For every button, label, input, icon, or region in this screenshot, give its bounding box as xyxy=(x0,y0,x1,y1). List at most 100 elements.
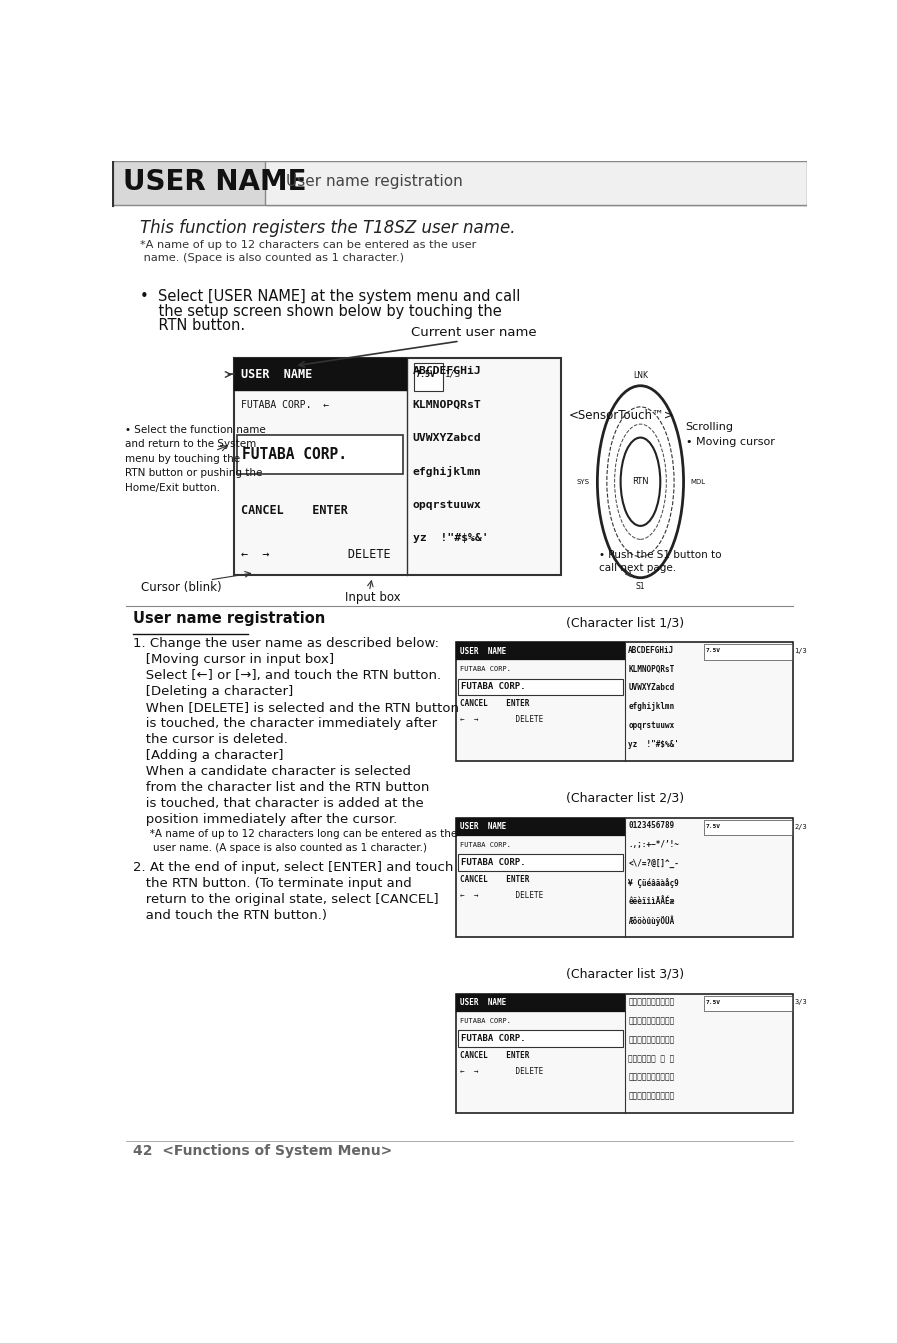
Text: SYS: SYS xyxy=(576,478,589,485)
Text: USER NAME: USER NAME xyxy=(123,168,306,196)
Text: User name registration: User name registration xyxy=(133,611,326,626)
Text: ←  →        DELETE: ← → DELETE xyxy=(459,1068,543,1076)
Text: efghijklmn: efghijklmn xyxy=(628,702,675,712)
Text: ラリルレロワン・ーー: ラリルレロワン・ーー xyxy=(628,1073,675,1081)
Text: KLMNOPQRsT: KLMNOPQRsT xyxy=(628,665,675,674)
Text: (Character list 2/3): (Character list 2/3) xyxy=(566,792,684,804)
Text: ÆôöòûùÿÖÜÂ: ÆôöòûùÿÖÜÂ xyxy=(628,915,675,925)
Text: • Select the function name: • Select the function name xyxy=(125,424,266,435)
Text: FUTABA CORP.: FUTABA CORP. xyxy=(461,858,526,868)
Text: (Character list 1/3): (Character list 1/3) xyxy=(566,616,684,629)
Text: アイウエオカキクケコ: アイウエオカキクケコ xyxy=(628,998,675,1006)
Text: CANCEL    ENTER: CANCEL ENTER xyxy=(459,700,529,708)
Text: USER  NAME: USER NAME xyxy=(240,368,312,381)
Bar xyxy=(458,678,623,696)
Text: RTN button or pushing the: RTN button or pushing the xyxy=(125,469,262,478)
Text: <\/=?@[]^_-: <\/=?@[]^_- xyxy=(628,860,679,868)
Bar xyxy=(457,818,793,937)
Text: 2. At the end of input, select [ENTER] and touch: 2. At the end of input, select [ENTER] a… xyxy=(133,861,453,874)
Text: ナニヌネノハヒフヘホ: ナニヌネノハヒフヘホ xyxy=(628,1035,675,1044)
Bar xyxy=(237,435,404,474)
Text: 7.5V: 7.5V xyxy=(706,825,720,829)
Text: Current user name: Current user name xyxy=(411,326,536,338)
Bar xyxy=(457,642,625,661)
Text: [Adding a character]: [Adding a character] xyxy=(133,749,283,761)
Text: menu by touching the: menu by touching the xyxy=(125,454,239,463)
Text: UVWXYZabcd: UVWXYZabcd xyxy=(413,432,482,443)
Text: 0123456789: 0123456789 xyxy=(628,822,675,830)
Text: opqrstuuwx: opqrstuuwx xyxy=(628,721,675,731)
Text: <SensorTouch™>: <SensorTouch™> xyxy=(569,410,675,422)
Bar xyxy=(457,994,625,1011)
Bar xyxy=(112,161,807,204)
Text: USER  NAME: USER NAME xyxy=(459,998,506,1007)
Text: and return to the System: and return to the System xyxy=(125,439,256,450)
Bar xyxy=(457,994,793,1112)
Text: USER  NAME: USER NAME xyxy=(459,647,506,655)
Text: FUTABA CORP.: FUTABA CORP. xyxy=(242,447,347,462)
Text: マミムメモヤ ユ ヨ: マミムメモヤ ユ ヨ xyxy=(628,1054,675,1062)
Text: (Character list 3/3): (Character list 3/3) xyxy=(566,968,684,980)
Text: CANCEL    ENTER: CANCEL ENTER xyxy=(459,876,529,884)
Text: CANCEL    ENTER: CANCEL ENTER xyxy=(459,1052,529,1060)
Text: Scrolling: Scrolling xyxy=(685,422,734,431)
Text: the cursor is deleted.: the cursor is deleted. xyxy=(133,733,288,745)
Bar xyxy=(704,995,792,1011)
Text: [Deleting a character]: [Deleting a character] xyxy=(133,685,293,698)
Text: ABCDEFGHiJ: ABCDEFGHiJ xyxy=(628,646,675,654)
Text: from the character list and the RTN button: from the character list and the RTN butt… xyxy=(133,782,430,794)
Text: FUTABA CORP.: FUTABA CORP. xyxy=(461,682,526,692)
Text: This function registers the T18SZ user name.: This function registers the T18SZ user n… xyxy=(140,219,516,238)
Text: FUTABA CORP.  ←: FUTABA CORP. ← xyxy=(240,400,329,411)
Text: RTN: RTN xyxy=(632,477,649,486)
Text: •  Select [USER NAME] at the system menu and call: • Select [USER NAME] at the system menu … xyxy=(140,289,520,305)
Text: 2/3: 2/3 xyxy=(794,823,806,830)
Text: ←  →        DELETE: ← → DELETE xyxy=(459,716,543,724)
Text: yz  !"#$%&': yz !"#$%&' xyxy=(628,740,679,749)
Bar xyxy=(704,645,792,659)
Text: • Push the S1 button to: • Push the S1 button to xyxy=(598,551,721,560)
Text: .,;:+−*/’!~: .,;:+−*/’!~ xyxy=(628,841,679,849)
Text: 1/3: 1/3 xyxy=(445,369,461,379)
Text: • Moving cursor: • Moving cursor xyxy=(685,438,774,447)
Text: When a candidate character is selected: When a candidate character is selected xyxy=(133,766,411,778)
Text: ABCDEFGHiJ: ABCDEFGHiJ xyxy=(413,367,482,376)
Text: RTN button.: RTN button. xyxy=(140,318,245,333)
Text: MDL: MDL xyxy=(691,478,706,485)
Text: 42  <Functions of System Menu>: 42 <Functions of System Menu> xyxy=(133,1144,392,1158)
Text: USER  NAME: USER NAME xyxy=(459,822,506,831)
Text: 7.5V: 7.5V xyxy=(706,649,720,653)
Text: Cursor (blink): Cursor (blink) xyxy=(142,582,222,594)
Text: User name registration: User name registration xyxy=(286,175,463,189)
Text: FUTABA CORP.: FUTABA CORP. xyxy=(461,1034,526,1044)
Text: FUTABA CORP.: FUTABA CORP. xyxy=(459,842,510,849)
Text: êëèïîìÄÅÉæ: êëèïîìÄÅÉæ xyxy=(628,897,675,907)
Text: 1/3: 1/3 xyxy=(794,647,806,654)
Text: efghijklmn: efghijklmn xyxy=(413,466,482,477)
Text: 7.5V: 7.5V xyxy=(415,369,435,379)
Text: 7.5V: 7.5V xyxy=(706,1001,720,1005)
Text: When [DELETE] is selected and the RTN button: When [DELETE] is selected and the RTN bu… xyxy=(133,701,459,714)
Text: yz  !"#$%&': yz !"#$%&' xyxy=(413,533,488,543)
Text: ァィウェオャュョッー: ァィウェオャュョッー xyxy=(628,1092,675,1101)
Text: LNK: LNK xyxy=(633,371,648,380)
Text: the RTN button. (To terminate input and: the RTN button. (To terminate input and xyxy=(133,877,412,890)
Text: FUTABA CORP.: FUTABA CORP. xyxy=(459,1018,510,1025)
Ellipse shape xyxy=(621,438,660,526)
Text: position immediately after the cursor.: position immediately after the cursor. xyxy=(133,813,397,826)
Text: [Moving cursor in input box]: [Moving cursor in input box] xyxy=(133,653,334,666)
Bar xyxy=(457,642,793,761)
Text: サシスセタチッテトト: サシスセタチッテトト xyxy=(628,1017,675,1025)
Text: CANCEL    ENTER: CANCEL ENTER xyxy=(240,504,348,517)
Text: FUTABA CORP.: FUTABA CORP. xyxy=(459,666,510,673)
Text: the setup screen shown below by touching the: the setup screen shown below by touching… xyxy=(140,304,501,318)
Bar xyxy=(458,1030,623,1046)
Text: 1. Change the user name as described below:: 1. Change the user name as described bel… xyxy=(133,637,439,650)
Text: ¥ Çüéâäàåç9: ¥ Çüéâäàåç9 xyxy=(628,877,679,888)
Bar xyxy=(457,818,625,837)
Text: user name. (A space is also counted as 1 character.): user name. (A space is also counted as 1… xyxy=(140,842,427,853)
Text: KLMNOPQRsT: KLMNOPQRsT xyxy=(413,399,482,410)
Text: and touch the RTN button.): and touch the RTN button.) xyxy=(133,909,327,923)
Text: ←  →        DELETE: ← → DELETE xyxy=(459,892,543,900)
Bar xyxy=(266,161,807,204)
